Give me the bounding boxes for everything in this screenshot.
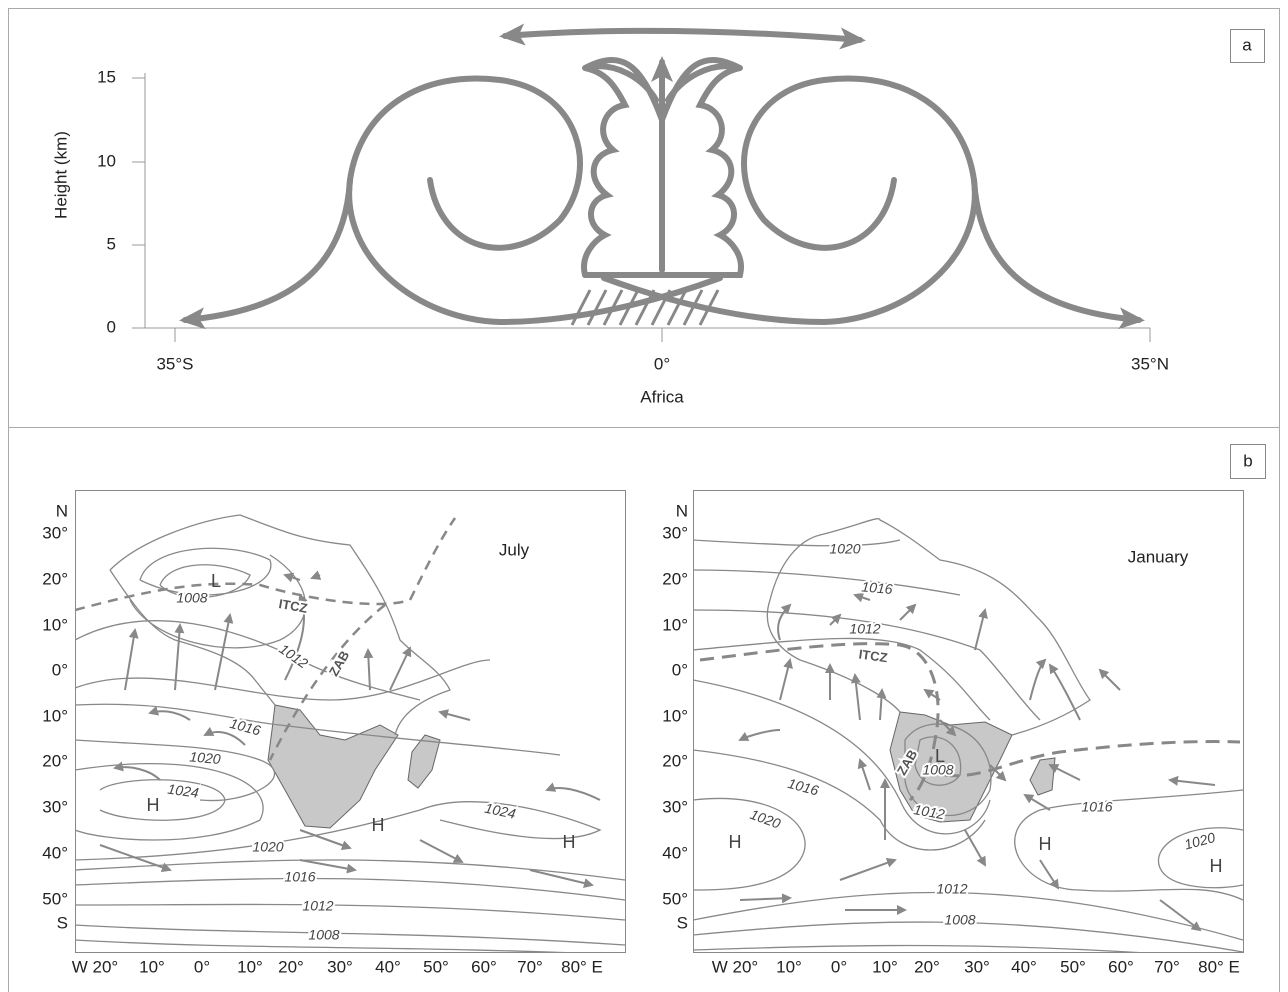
isobar-label: 1008	[308, 927, 339, 943]
lat-tick-label: 40°	[42, 843, 68, 862]
lat-tick-label: 10°	[662, 615, 688, 634]
lon-tick-label: 0°	[194, 957, 210, 976]
pressure-center: L	[211, 571, 221, 591]
isobar-label: 1020	[189, 748, 222, 767]
lon-tick-label: 60°	[471, 957, 497, 976]
isobar-label: 1020	[829, 541, 860, 557]
x-tick-label: 35°N	[1131, 354, 1169, 373]
isobar-label: 1012	[276, 640, 311, 671]
x-tick-label: 0°	[654, 354, 670, 373]
zone-label: ITCZ	[278, 596, 309, 616]
lat-tick-label: 30°	[42, 523, 68, 542]
lat-tick-label: 30°	[42, 797, 68, 816]
panel-label: b	[1243, 451, 1252, 470]
isobar-label: 1024	[167, 781, 200, 801]
lat-tick-label: 10°	[42, 615, 68, 634]
y-tick-label: 5	[107, 234, 116, 253]
lat-tick-label: 0°	[52, 660, 68, 679]
lon-tick-label: 80° E	[1198, 957, 1240, 976]
lon-tick-label: 10°	[872, 957, 898, 976]
isobar-label: 1016	[284, 869, 315, 885]
lat-tick-label: 10°	[662, 706, 688, 725]
pressure-center: L	[935, 746, 945, 766]
lon-tick-label: 60°	[1108, 957, 1134, 976]
lon-tick-label: 10°	[776, 957, 802, 976]
map-frame	[75, 490, 626, 953]
isobar-label: 1016	[861, 578, 894, 597]
lat-tick-label: 20°	[42, 751, 68, 770]
lat-tick-label: S	[677, 913, 688, 932]
y-tick-label: 0	[107, 317, 116, 336]
lat-tick-label: 30°	[662, 523, 688, 542]
lat-tick-label: 50°	[662, 889, 688, 908]
lon-tick-label: W 20°	[72, 957, 118, 976]
lon-tick-label: 0°	[831, 957, 847, 976]
lat-tick-label: 20°	[42, 569, 68, 588]
lat-tick-label: 0°	[672, 660, 688, 679]
map-title: January	[1128, 547, 1189, 566]
lon-tick-label: 80° E	[561, 957, 603, 976]
label-box	[1230, 444, 1266, 479]
january-map	[693, 518, 1243, 952]
lat-tick-label: N	[56, 501, 68, 520]
lat-tick-label: 40°	[662, 843, 688, 862]
panel-a-frame	[8, 8, 1280, 428]
lon-tick-label: 70°	[1154, 957, 1180, 976]
isobar-label: 1008	[944, 912, 975, 928]
y-tick-label: 10	[97, 151, 116, 170]
pressure-center: H	[1039, 834, 1052, 854]
isobar-label: 1012	[936, 881, 967, 897]
lat-tick-label: 50°	[42, 889, 68, 908]
x-tick-label: 35°S	[156, 354, 193, 373]
pressure-center: H	[729, 832, 742, 852]
lon-tick-label: W 20°	[712, 957, 758, 976]
lon-tick-label: 10°	[139, 957, 165, 976]
lat-tick-label: 30°	[662, 797, 688, 816]
panel-b-frame	[8, 427, 1280, 992]
isobar-label: 1016	[1081, 799, 1112, 815]
map-title: July	[499, 540, 530, 559]
isobar-label: 1012	[849, 621, 880, 637]
pressure-center: H	[372, 815, 385, 835]
lat-tick-label: S	[57, 913, 68, 932]
axes	[132, 73, 1151, 342]
lon-tick-label: 40°	[375, 957, 401, 976]
lat-tick-label: N	[676, 501, 688, 520]
pressure-center: H	[1210, 856, 1223, 876]
axis-label: Height (km)	[51, 131, 70, 219]
label-box	[1230, 29, 1265, 63]
isobar-label: 1008	[922, 762, 953, 778]
isobar-label: 1024	[483, 800, 517, 822]
isobar-label: 1012	[302, 898, 333, 914]
isobar-label: 1008	[176, 590, 207, 606]
axis-label: Africa	[640, 387, 684, 406]
lat-tick-label: 20°	[662, 569, 688, 588]
map-frame	[693, 490, 1244, 953]
lon-tick-label: 10°	[237, 957, 263, 976]
lon-tick-label: 30°	[327, 957, 353, 976]
pressure-center: H	[147, 795, 160, 815]
lat-tick-label: 20°	[662, 751, 688, 770]
zone-label: ZAB	[326, 648, 352, 679]
lon-tick-label: 40°	[1011, 957, 1037, 976]
lat-tick-label: 10°	[42, 706, 68, 725]
circulation	[179, 23, 1145, 330]
lon-tick-label: 50°	[1060, 957, 1086, 976]
pressure-center: H	[563, 832, 576, 852]
panel-label: a	[1242, 35, 1252, 54]
isobar-label: 1020	[252, 839, 283, 855]
lon-tick-label: 30°	[964, 957, 990, 976]
lon-tick-label: 20°	[914, 957, 940, 976]
lon-tick-label: 20°	[278, 957, 304, 976]
lon-tick-label: 50°	[423, 957, 449, 976]
y-tick-label: 15	[97, 67, 116, 86]
lon-tick-label: 70°	[517, 957, 543, 976]
july-map	[75, 514, 625, 952]
zone-label: ITCZ	[858, 647, 889, 666]
